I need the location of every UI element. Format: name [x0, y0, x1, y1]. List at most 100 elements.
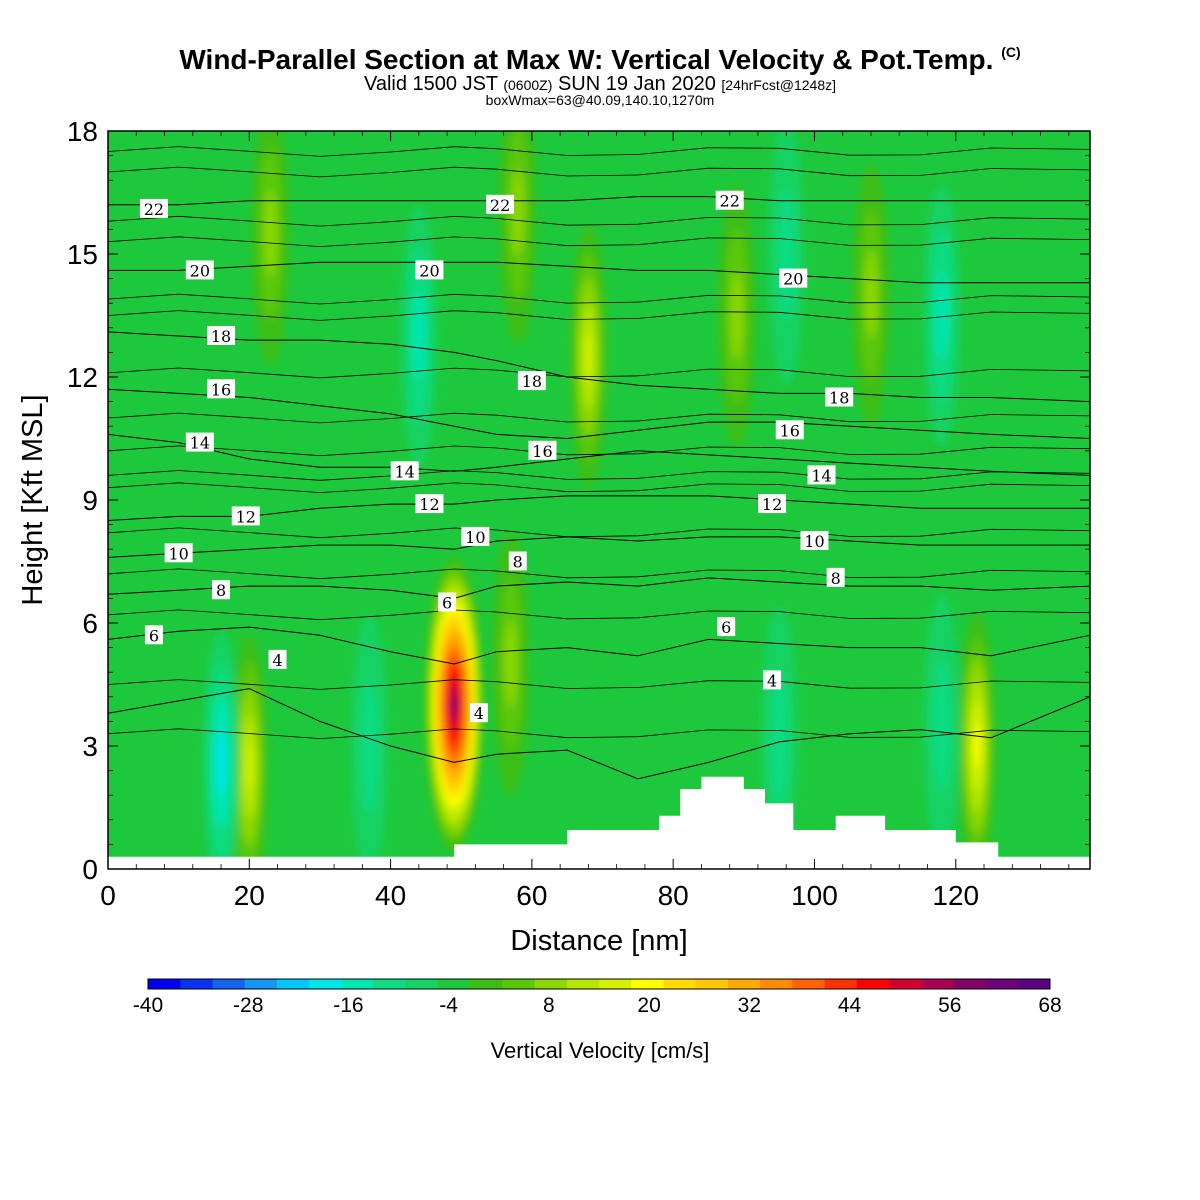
contour-label-box	[438, 592, 457, 612]
colorbar-tick-label-6: 32	[738, 994, 761, 1017]
velocity-feature-2-level-3	[216, 729, 226, 796]
contour-label-14: 14	[807, 465, 836, 485]
contour-label-box	[415, 260, 444, 280]
contour-label-4: 20	[415, 260, 444, 280]
contour-label-11: 16	[775, 420, 804, 440]
theta-contour-22	[108, 196, 1090, 206]
contour-label-18: 10	[164, 543, 193, 563]
colorbar-swatch-16	[663, 979, 697, 989]
contour-label-10: 16	[528, 440, 557, 461]
theta-contour-12	[108, 495, 1090, 521]
contour-label-text: 20	[419, 261, 439, 280]
theta-isoline-12	[108, 236, 1090, 248]
contour-label-text: 4	[474, 704, 484, 723]
colorbar-tick-label-9: 68	[1038, 994, 1061, 1017]
contour-label-22: 8	[508, 551, 527, 572]
theta-contour-14	[108, 433, 1090, 476]
x-tick-label: 60	[516, 880, 547, 911]
contour-label-box	[144, 625, 163, 645]
contour-label-15: 12	[231, 506, 260, 526]
theta-isoline-10	[108, 310, 1090, 321]
theta-isoline-8	[108, 412, 1090, 424]
contour-label-box	[390, 461, 419, 481]
velocity-feature-9-level-2	[730, 271, 743, 360]
colorbar-tick-label-8: 56	[938, 994, 961, 1017]
contour-label-box	[517, 371, 546, 391]
colorbar-swatch-17	[695, 979, 729, 989]
contour-label-box	[231, 506, 260, 526]
colorbar-swatch-23	[888, 979, 922, 989]
velocity-feature-11-level-1	[769, 672, 789, 804]
velocity-blobs	[202, 131, 996, 869]
contour-label-text: 20	[783, 270, 803, 289]
contour-label-text: 8	[216, 581, 226, 600]
colorbar: -40 -28 -16 -4 8 20 32 44 56 68	[133, 978, 1062, 1017]
colorbar-swatch-11	[502, 979, 536, 989]
colorbar-swatch-10	[470, 979, 503, 989]
contour-label-box	[758, 494, 787, 514]
y-tick-label: 0	[82, 854, 98, 885]
contour-label-box	[268, 649, 287, 669]
contour-label-box	[779, 268, 808, 288]
contour-label-text: 8	[513, 553, 523, 572]
contour-label-box	[461, 526, 490, 546]
contour-label-text: 20	[190, 261, 210, 280]
velocity-feature-6-level-2	[935, 271, 948, 360]
y-tick-label: 15	[67, 239, 98, 270]
y-tick-label: 3	[82, 731, 98, 762]
contour-label-text: 22	[720, 192, 740, 211]
contour-label-text: 4	[272, 651, 282, 670]
contour-label-8: 18	[825, 387, 854, 408]
colorbar-swatch-7	[373, 979, 407, 989]
colorbar-swatch-1	[180, 979, 213, 989]
contour-label-box	[807, 465, 836, 485]
colorbar-swatch-14	[599, 979, 632, 989]
y-axis-label: Height [Kft MSL]	[17, 394, 49, 605]
contour-label-box	[185, 432, 214, 452]
contour-label-box	[775, 420, 804, 440]
contour-label-20: 10	[800, 531, 829, 551]
theta-isoline-13	[108, 215, 1090, 227]
velocity-feature-5-level-2	[412, 292, 425, 380]
velocity-feature-7-level-1	[777, 188, 796, 320]
colorbar-swatch-24	[921, 979, 954, 989]
contour-label-box	[185, 260, 214, 280]
velocity-feature-10-level-2	[504, 620, 517, 708]
contour-label-box	[717, 617, 736, 637]
colorbar-swatch-22	[856, 979, 890, 989]
colorbar-swatch-26	[985, 979, 1019, 989]
contour-label-text: 18	[829, 389, 849, 408]
contour-label-box	[763, 670, 782, 690]
contour-label-0: 22	[139, 198, 168, 219]
contour-label-text: 16	[780, 421, 800, 440]
contour-label-23: 8	[826, 567, 845, 588]
y-tick-label: 9	[82, 485, 98, 516]
theta-isoline-3	[108, 568, 1090, 580]
velocity-feature-4-level-4	[584, 330, 593, 383]
contour-label-24: 6	[144, 625, 163, 645]
colorbar-tick-label-3: -4	[439, 994, 458, 1017]
colorbar-tick-label-4: 8	[543, 994, 555, 1017]
contour-label-text: 18	[211, 327, 231, 346]
contour-label-text: 16	[532, 442, 552, 461]
contour-label-text: 10	[168, 544, 188, 563]
colorbar-tick-label-0: -40	[133, 994, 163, 1017]
contour-label-text: 8	[831, 569, 841, 588]
contour-label-box	[508, 551, 527, 571]
contour-label-box	[486, 194, 515, 214]
contour-label-3: 20	[185, 260, 214, 280]
theta-contour-10	[108, 536, 1090, 558]
colorbar-swatch-5	[309, 979, 342, 989]
contour-label-29: 4	[763, 670, 782, 690]
colorbar-swatch-25	[953, 979, 987, 989]
velocity-feature-14-level-2	[864, 251, 878, 339]
contour-label-17: 12	[758, 494, 787, 514]
chart-subtitle: Valid 1500 JST (0600Z) SUN 19 Jan 2020 […	[363, 73, 836, 95]
colorbar-swatch-18	[727, 979, 761, 989]
colorbar-swatch-0	[148, 979, 181, 989]
contour-label-25: 6	[438, 592, 457, 613]
x-tick-label: 0	[100, 880, 116, 911]
x-axis-label: Distance [nm]	[510, 925, 687, 957]
contour-label-box	[826, 567, 845, 587]
